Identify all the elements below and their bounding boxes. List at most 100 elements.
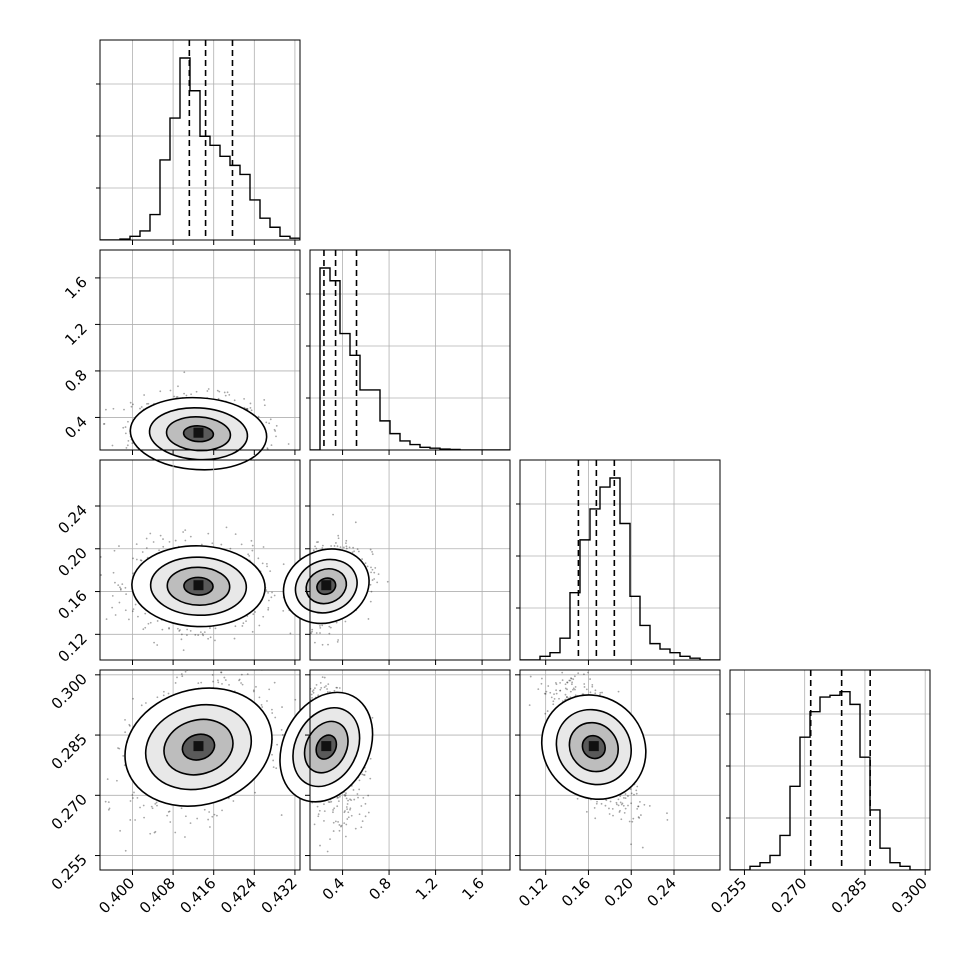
sample-point [339, 546, 342, 548]
sample-point [311, 697, 313, 699]
sample-point [331, 666, 333, 668]
sample-point [298, 644, 300, 646]
sample-point [213, 813, 216, 816]
sample-point [587, 671, 589, 674]
sample-point [118, 545, 120, 547]
sample-point [128, 723, 131, 726]
sample-point [374, 567, 377, 569]
x-tick-label: 0.8 [365, 874, 395, 904]
sample-point [328, 801, 331, 804]
sample-point [308, 630, 310, 632]
sample-point [132, 608, 135, 611]
sample-point [352, 546, 355, 549]
sample-point [326, 850, 329, 853]
sample-point [151, 807, 154, 810]
sample-point [334, 820, 337, 823]
sample-point [315, 547, 318, 550]
sample-point [154, 802, 157, 805]
sample-point [315, 655, 317, 657]
sample-point [242, 622, 245, 625]
sample-point [209, 636, 212, 639]
sample-point [321, 643, 324, 646]
sample-point [139, 407, 141, 410]
sample-point [129, 401, 132, 404]
sample-point [189, 629, 192, 632]
sample-point [154, 830, 157, 833]
sample-point [246, 673, 249, 676]
sample-point [555, 692, 558, 695]
sample-point [183, 371, 186, 374]
sample-point [134, 819, 137, 821]
sample-point [314, 545, 316, 548]
sample-point [245, 620, 247, 623]
sample-point [312, 689, 315, 691]
sample-point [178, 471, 180, 473]
sample-point [351, 551, 354, 554]
sample-point [345, 797, 348, 800]
sample-point [159, 534, 162, 537]
sample-point [360, 805, 363, 807]
sample-point [114, 614, 117, 616]
panel-3-2: 0.12 0.16 0.20 0.24 [515, 669, 721, 910]
sample-point [145, 547, 148, 549]
sample-point [215, 814, 218, 817]
sample-point [199, 474, 201, 476]
sample-point [357, 550, 360, 553]
sample-point [134, 603, 137, 606]
sample-point [337, 639, 340, 641]
sample-point [254, 611, 257, 613]
sample-point [271, 589, 273, 591]
sample-point [223, 391, 226, 394]
sample-point [304, 649, 306, 651]
sample-point [333, 545, 336, 547]
sample-point [114, 581, 116, 584]
sample-point [350, 814, 353, 817]
sample-point [338, 795, 341, 798]
sample-point [376, 581, 379, 584]
sample-point [350, 799, 353, 801]
sample-point [319, 632, 321, 634]
sample-point [366, 565, 369, 568]
sample-point [262, 569, 264, 571]
y-tick-label: 0.270 [48, 790, 91, 833]
sample-point [128, 618, 130, 621]
sample-point [333, 807, 336, 810]
sample-point [585, 688, 588, 691]
sample-point [307, 691, 309, 693]
sample-point [337, 537, 340, 540]
sample-point [280, 714, 282, 716]
sample-point [280, 728, 283, 731]
sample-point [122, 755, 125, 757]
sample-point [344, 795, 347, 797]
sample-point [176, 676, 178, 679]
sample-point [233, 637, 236, 640]
sample-point [281, 592, 283, 594]
sample-point [230, 468, 232, 470]
sample-point [104, 800, 107, 803]
sample-point [220, 543, 223, 546]
sample-point [343, 793, 346, 796]
sample-point [246, 408, 249, 411]
sample-point [217, 681, 220, 684]
sample-point [200, 478, 202, 480]
sample-point [311, 630, 313, 633]
sample-point [117, 747, 119, 749]
sample-point [254, 791, 257, 794]
sample-point [271, 708, 273, 711]
sample-point [377, 573, 380, 576]
sample-point [637, 816, 640, 818]
sample-point [273, 428, 276, 431]
sample-point [116, 779, 118, 782]
sample-point [295, 805, 297, 807]
density-peak [321, 580, 332, 591]
sample-point [265, 421, 268, 424]
sample-point [265, 562, 268, 565]
sample-point [139, 559, 142, 562]
panel-2-0: 0.120.160.200.24 [54, 459, 301, 666]
sample-point [589, 691, 592, 694]
sample-point [576, 797, 579, 800]
histogram-step [520, 477, 720, 660]
sample-point [273, 594, 276, 597]
sample-point [112, 571, 115, 574]
sample-point [267, 608, 270, 611]
